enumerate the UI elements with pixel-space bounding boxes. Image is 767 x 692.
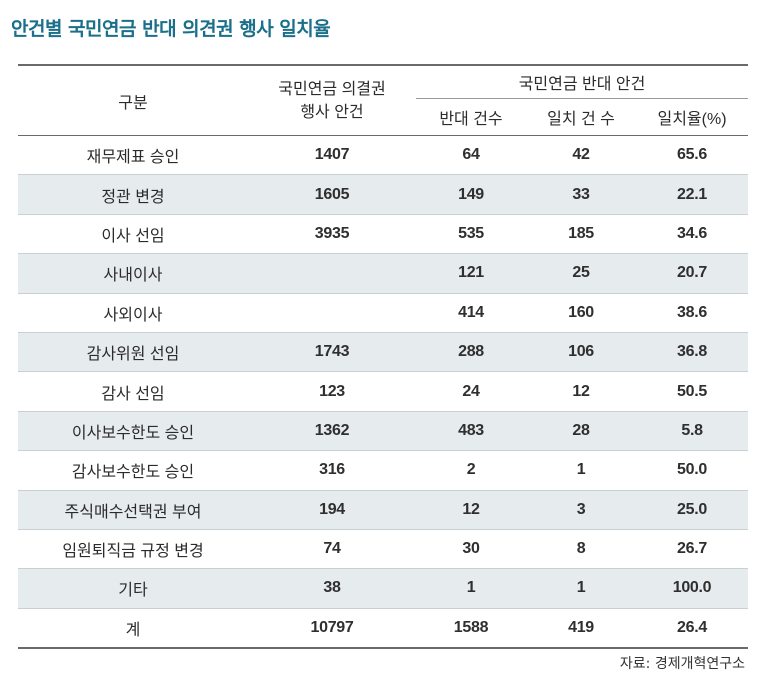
match-count: 42 [526, 135, 636, 176]
match-count: 33 [526, 174, 636, 215]
match-rate: 100.0 [636, 568, 749, 609]
match-count: 160 [526, 293, 636, 333]
table-row-total: 계 10797 1588 419 26.4 [18, 608, 749, 650]
match-rate: 26.4 [636, 608, 749, 650]
oppose-count: 288 [416, 332, 526, 373]
row-label: 이사 선임 [18, 214, 248, 255]
table-row: 주식매수선택권 부여 194 12 3 25.0 [18, 490, 749, 530]
oppose-count: 483 [416, 411, 526, 452]
header-match-rate: 일치율(%) [657, 111, 727, 128]
page-title: 안건별 국민연금 반대 의견권 행사 일치율 [11, 18, 331, 40]
header-oppose-count: 반대 건수 [439, 111, 503, 128]
header-oppose-group: 국민연금 반대 안건 [416, 65, 749, 99]
table-row: 사외이사 414 160 38.6 [18, 293, 749, 333]
match-rate: 26.7 [636, 529, 749, 570]
table-row: 정관 변경 1605 149 33 22.1 [18, 174, 749, 215]
table-row: 임원퇴직금 규정 변경 74 30 8 26.7 [18, 529, 749, 570]
match-rate: 34.6 [636, 214, 749, 255]
match-count: 1 [526, 568, 636, 609]
match-rate: 20.7 [636, 253, 749, 294]
match-rate: 22.1 [636, 174, 749, 215]
vote-count: 1605 [248, 174, 416, 215]
oppose-count: 30 [416, 529, 526, 570]
vote-count: 38 [248, 568, 416, 609]
row-label: 사내이사 [18, 253, 248, 294]
table-header-row: 구분 국민연금 의결권 행사 안건 국민연금 반대 안건 [18, 65, 749, 121]
header-vote-line2: 행사 안건 [300, 103, 364, 121]
oppose-count: 24 [416, 371, 526, 412]
match-count: 8 [526, 529, 636, 570]
vote-count: 1743 [248, 332, 416, 373]
table-row: 이사보수한도 승인 1362 483 28 5.8 [18, 411, 749, 452]
match-count: 106 [526, 332, 636, 373]
vote-count: 74 [248, 529, 416, 570]
table-row: 감사 선임 123 24 12 50.5 [18, 371, 749, 412]
table-row: 감사위원 선임 1743 288 106 36.8 [18, 332, 749, 373]
oppose-count: 12 [416, 490, 526, 530]
row-label: 재무제표 승인 [18, 135, 248, 176]
match-count: 1 [526, 450, 636, 491]
row-label: 감사위원 선임 [18, 332, 248, 373]
match-rate: 25.0 [636, 490, 749, 530]
row-label: 이사보수한도 승인 [18, 411, 248, 452]
data-table: 구분 국민연금 의결권 행사 안건 국민연금 반대 안건 반대 건수 일치 건 … [18, 64, 749, 650]
vote-count: 1407 [248, 135, 416, 176]
match-rate: 36.8 [636, 332, 749, 373]
oppose-count: 64 [416, 135, 526, 176]
match-count: 3 [526, 490, 636, 530]
oppose-count: 149 [416, 174, 526, 215]
oppose-count: 121 [416, 253, 526, 294]
row-label: 계 [18, 608, 248, 650]
row-label: 정관 변경 [18, 174, 248, 215]
vote-count: 123 [248, 371, 416, 412]
table-row: 재무제표 승인 1407 64 42 65.6 [18, 135, 749, 176]
match-rate: 50.0 [636, 450, 749, 491]
row-label: 감사보수한도 승인 [18, 450, 248, 491]
match-rate: 50.5 [636, 371, 749, 412]
match-count: 185 [526, 214, 636, 255]
vote-count: 10797 [248, 608, 416, 650]
match-count: 419 [526, 608, 636, 650]
header-gubun: 구분 [118, 94, 148, 112]
vote-count: 194 [248, 490, 416, 530]
source-note: 자료: 경제개혁연구소 [619, 656, 745, 672]
match-rate: 38.6 [636, 293, 749, 333]
row-label: 감사 선임 [18, 371, 248, 412]
header-match-count: 일치 건 수 [547, 111, 615, 128]
oppose-count: 535 [416, 214, 526, 255]
row-label: 기타 [18, 568, 248, 609]
table-row: 이사 선임 3935 535 185 34.6 [18, 214, 749, 255]
oppose-count: 414 [416, 293, 526, 333]
oppose-count: 1 [416, 568, 526, 609]
table-row: 기타 38 1 1 100.0 [18, 568, 749, 609]
oppose-count: 2 [416, 450, 526, 491]
match-count: 28 [526, 411, 636, 452]
match-rate: 65.6 [636, 135, 749, 176]
vote-count [248, 293, 416, 333]
header-vote-line1: 국민연금 의결권 [278, 80, 386, 98]
match-count: 25 [526, 253, 636, 294]
vote-count [248, 253, 416, 294]
match-count: 12 [526, 371, 636, 412]
oppose-count: 1588 [416, 608, 526, 650]
match-rate: 5.8 [636, 411, 749, 452]
table-row: 감사보수한도 승인 316 2 1 50.0 [18, 450, 749, 491]
vote-count: 1362 [248, 411, 416, 452]
row-label: 임원퇴직금 규정 변경 [18, 529, 248, 570]
vote-count: 316 [248, 450, 416, 491]
vote-count: 3935 [248, 214, 416, 255]
row-label: 사외이사 [18, 293, 248, 333]
table-row: 사내이사 121 25 20.7 [18, 253, 749, 294]
header-vote-items: 국민연금 의결권 행사 안건 [248, 65, 416, 136]
row-label: 주식매수선택권 부여 [18, 490, 248, 530]
